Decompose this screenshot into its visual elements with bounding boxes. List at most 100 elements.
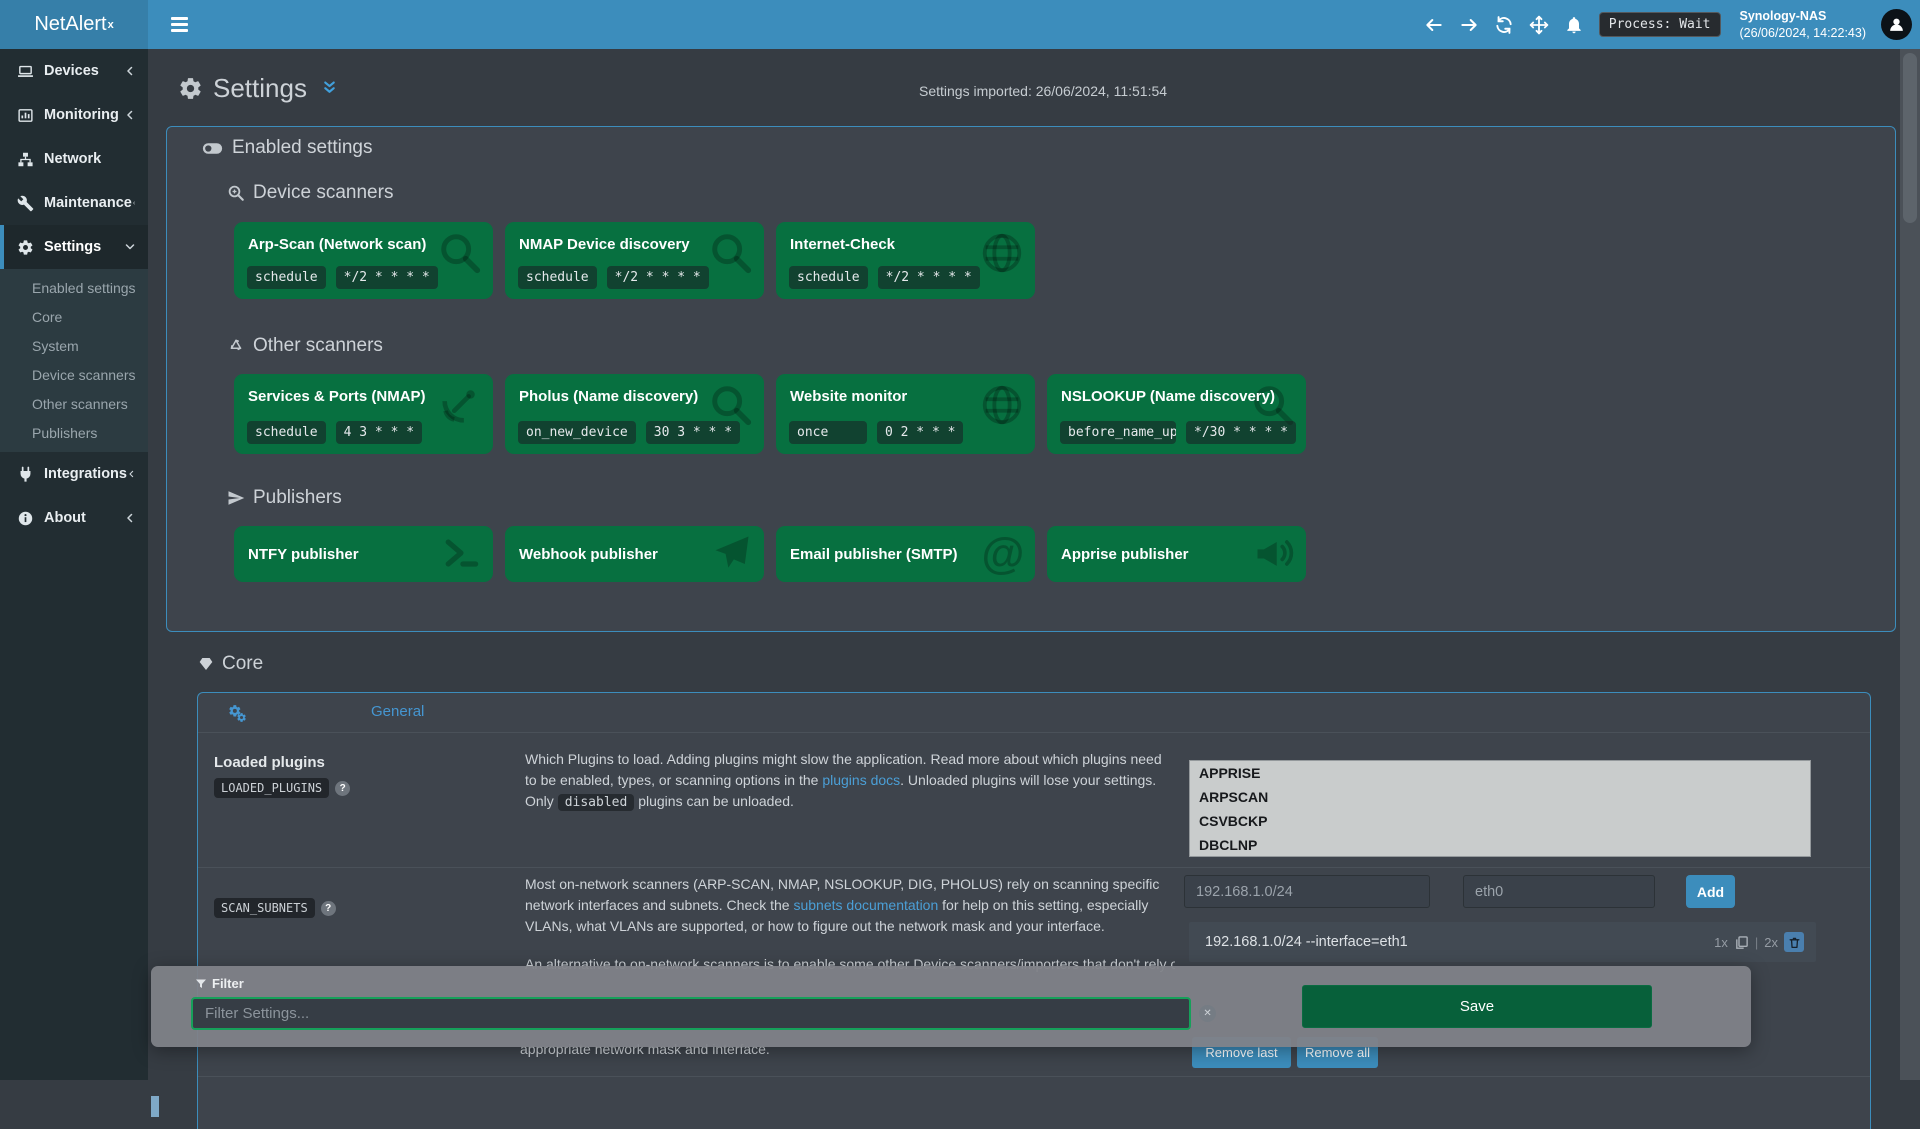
sidebar-item-maintenance[interactable]: Maintenance — [0, 181, 148, 225]
chevron-down-icon — [124, 241, 136, 253]
user-avatar[interactable] — [1881, 9, 1912, 40]
listbox-option[interactable]: DBCLNP — [1199, 837, 1258, 853]
group-title: Device scanners — [253, 182, 394, 203]
scan-subnets-description: Most on-network scanners (ARP-SCAN, NMAP… — [525, 874, 1175, 937]
card-title: Email publisher (SMTP) — [790, 545, 958, 563]
chart-icon — [17, 107, 34, 124]
satellite-dish-icon — [437, 382, 483, 428]
submenu-item-core[interactable]: Core — [32, 308, 63, 325]
card-title: Internet-Check — [790, 236, 896, 253]
nav-back-icon[interactable] — [1424, 15, 1444, 35]
filter-settings-input[interactable] — [191, 997, 1191, 1030]
interface-input[interactable] — [1463, 875, 1655, 908]
collapse-all-chevrons-icon[interactable] — [321, 79, 338, 99]
row-divider — [198, 867, 1870, 868]
save-button[interactable]: Save — [1302, 985, 1652, 1028]
submenu-item-other-scanners[interactable]: Other scanners — [32, 395, 128, 412]
sidebar-item-label: Maintenance — [44, 195, 132, 211]
tab-general[interactable]: General — [371, 703, 425, 720]
plugins-docs-link[interactable]: plugins docs — [822, 772, 901, 788]
core-panel: General Loaded plugins LOADED_PLUGINS ? … — [197, 692, 1871, 1129]
scrollbar-thumb[interactable] — [1903, 53, 1917, 223]
schedule-type-badge: schedule — [518, 266, 597, 289]
host-timestamp: (26/06/2024, 14:22:43) — [1739, 25, 1867, 40]
filter-overlay: Filter ✕ Save — [151, 966, 1751, 1047]
sidebar-toggle-button[interactable] — [156, 0, 202, 49]
sidebar-item-monitoring[interactable]: Monitoring — [0, 93, 148, 137]
enabled-settings-heading: Enabled settings — [202, 137, 373, 159]
paper-plane-icon — [227, 489, 245, 507]
sidebar-item-about[interactable]: About — [0, 496, 148, 540]
subnets-docs-link[interactable]: subnets documentation — [793, 897, 939, 913]
process-status-badge: Process: Wait — [1598, 12, 1721, 37]
plugin-card-apprise[interactable]: Apprise publisher — [1047, 526, 1306, 582]
submenu-item-system[interactable]: System — [32, 337, 79, 354]
sidebar-item-label: About — [44, 510, 86, 526]
card-title: Arp-Scan (Network scan) — [248, 236, 427, 253]
card-title: NSLOOKUP (Name discovery) — [1061, 388, 1275, 405]
plugin-card-nslookup[interactable]: NSLOOKUP (Name discovery) before_name_up… — [1047, 374, 1306, 454]
submenu-item-publishers[interactable]: Publishers — [32, 424, 98, 441]
notifications-bell-icon[interactable] — [1564, 15, 1584, 35]
partially-hidden-element — [151, 1096, 159, 1117]
schedule-type-badge: once — [789, 421, 867, 444]
listbox-option[interactable]: ARPSCAN — [1199, 789, 1269, 805]
help-icon[interactable]: ? — [320, 900, 336, 916]
move-icon[interactable] — [1529, 15, 1549, 35]
scan-subnets-code-row: SCAN_SUBNETS ? — [214, 898, 336, 918]
setting-code-badge: LOADED_PLUGINS — [214, 778, 330, 798]
laptop-icon — [17, 63, 34, 80]
globe-icon — [979, 382, 1025, 428]
sidebar-item-settings[interactable]: Settings — [0, 225, 148, 269]
plugin-card-ntfy[interactable]: NTFY publisher — [234, 526, 493, 582]
submenu-item-enabled-settings[interactable]: Enabled settings — [32, 279, 136, 296]
add-subnet-button[interactable]: Add — [1686, 875, 1735, 908]
page-scrollbar[interactable] — [1900, 49, 1920, 1080]
enabled-settings-panel: Enabled settings Device scanners Arp-Sca… — [166, 126, 1896, 632]
subnet-input[interactable] — [1184, 875, 1430, 908]
loaded-plugins-description: Which Plugins to load. Adding plugins mi… — [525, 749, 1175, 813]
sidebar-item-label: Settings — [44, 239, 102, 255]
loaded-plugins-listbox[interactable]: APPRISE ARPSCAN CSVBCKP DBCLNP — [1189, 760, 1811, 857]
clear-filter-icon[interactable]: ✕ — [1199, 1005, 1216, 1022]
sidebar-item-devices[interactable]: Devices — [0, 49, 148, 93]
chevron-left-icon — [124, 109, 136, 121]
app-logo[interactable]: NetAlert x — [0, 0, 148, 49]
enabled-settings-title: Enabled settings — [232, 137, 373, 158]
publishers-heading: Publishers — [227, 487, 342, 509]
sidebar-item-label: Integrations — [44, 466, 127, 482]
trash-icon[interactable] — [1784, 932, 1804, 952]
filter-label-row: Filter — [195, 976, 244, 991]
listbox-option[interactable]: APPRISE — [1199, 765, 1261, 781]
sidebar-item-network[interactable]: Network — [0, 137, 148, 181]
plugin-card-internet-check[interactable]: Internet-Check schedule */2 * * * * — [776, 222, 1035, 299]
search-icon — [708, 230, 754, 276]
submenu-item-device-scanners[interactable]: Device scanners — [32, 366, 136, 383]
cron-badge: */2 * * * * — [877, 266, 980, 289]
plugin-card-nmap-services[interactable]: Services & Ports (NMAP) schedule 4 3 * *… — [234, 374, 493, 454]
plugin-card-webhook[interactable]: Webhook publisher — [505, 526, 764, 582]
plugin-card-website-monitor[interactable]: Website monitor once 0 2 * * * — [776, 374, 1035, 454]
copy-icon[interactable] — [1734, 935, 1749, 950]
row-divider — [198, 1076, 1870, 1077]
plugin-card-email-smtp[interactable]: Email publisher (SMTP) @ — [776, 526, 1035, 582]
listbox-option[interactable]: CSVBCKP — [1199, 813, 1268, 829]
schedule-type-badge: schedule — [789, 266, 868, 289]
host-name: Synology-NAS — [1739, 9, 1827, 24]
sidebar-item-label: Devices — [44, 63, 99, 79]
host-info: Synology-NAS (26/06/2024, 14:22:43) — [1740, 8, 1867, 41]
schedule-type-badge: on_new_device — [518, 421, 636, 444]
core-tab-bar: General — [198, 693, 1870, 733]
plug-icon — [17, 466, 34, 483]
settings-submenu: Enabled settings Core System Device scan… — [0, 269, 148, 452]
publishers-cards: NTFY publisher Webhook publisher Email p… — [234, 526, 1306, 582]
plugin-card-nmap-discovery[interactable]: NMAP Device discovery schedule */2 * * *… — [505, 222, 764, 299]
nav-forward-icon[interactable] — [1459, 15, 1479, 35]
plugin-card-pholus[interactable]: Pholus (Name discovery) on_new_device 30… — [505, 374, 764, 454]
chevron-left-icon — [124, 65, 136, 77]
help-icon[interactable]: ? — [335, 780, 351, 796]
sidebar-item-integrations[interactable]: Integrations — [0, 452, 148, 496]
refresh-icon[interactable] — [1494, 15, 1514, 35]
subnet-entry-value: 192.168.1.0/24 --interface=eth1 — [1205, 934, 1408, 950]
plugin-card-arpscan[interactable]: Arp-Scan (Network scan) schedule */2 * *… — [234, 222, 493, 299]
